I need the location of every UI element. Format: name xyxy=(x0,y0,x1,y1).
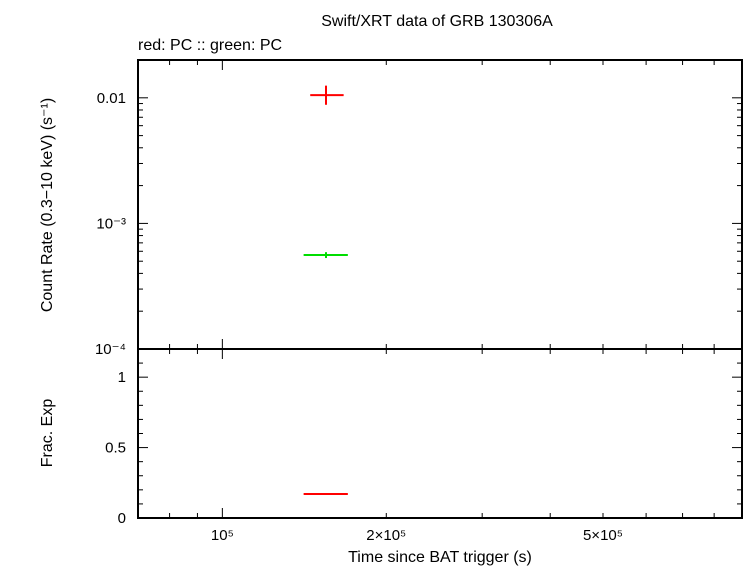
bottom-panel-frame xyxy=(137,348,743,519)
chart-title: Swift/XRT data of GRB 130306A xyxy=(321,13,553,30)
chart-subtitle: red: PC :: green: PC xyxy=(138,37,282,54)
x-tick-label: 5×10⁵ xyxy=(583,527,623,544)
y-tick-label: 1 xyxy=(118,369,126,386)
bottom-y-axis-label: Frac. Exp xyxy=(39,399,56,468)
top-y-tick-labels: 0.01 10⁻³ 10⁻⁴ xyxy=(95,90,126,358)
top-panel-frame xyxy=(137,59,743,350)
y-tick-label: 0 xyxy=(118,510,126,527)
y-tick-label: 10⁻⁴ xyxy=(95,341,126,358)
top-y-axis-label: Count Rate (0.3−10 keV) (s⁻¹) xyxy=(39,98,56,312)
x-axis-label: Time since BAT trigger (s) xyxy=(348,549,532,566)
y-tick-label: 10⁻³ xyxy=(96,215,126,232)
top-panel-ticks xyxy=(137,59,743,350)
x-tick-label: 10⁵ xyxy=(211,527,234,544)
y-tick-label: 0.5 xyxy=(105,440,126,457)
x-tick-labels: 10⁵ 2×10⁵ 5×10⁵ xyxy=(211,527,623,544)
bottom-panel-ticks xyxy=(137,348,743,519)
x-tick-label: 2×10⁵ xyxy=(366,527,406,544)
bottom-y-tick-labels: 00.51 xyxy=(105,369,126,527)
top-panel-data xyxy=(303,85,348,259)
y-tick-label: 0.01 xyxy=(97,90,126,107)
